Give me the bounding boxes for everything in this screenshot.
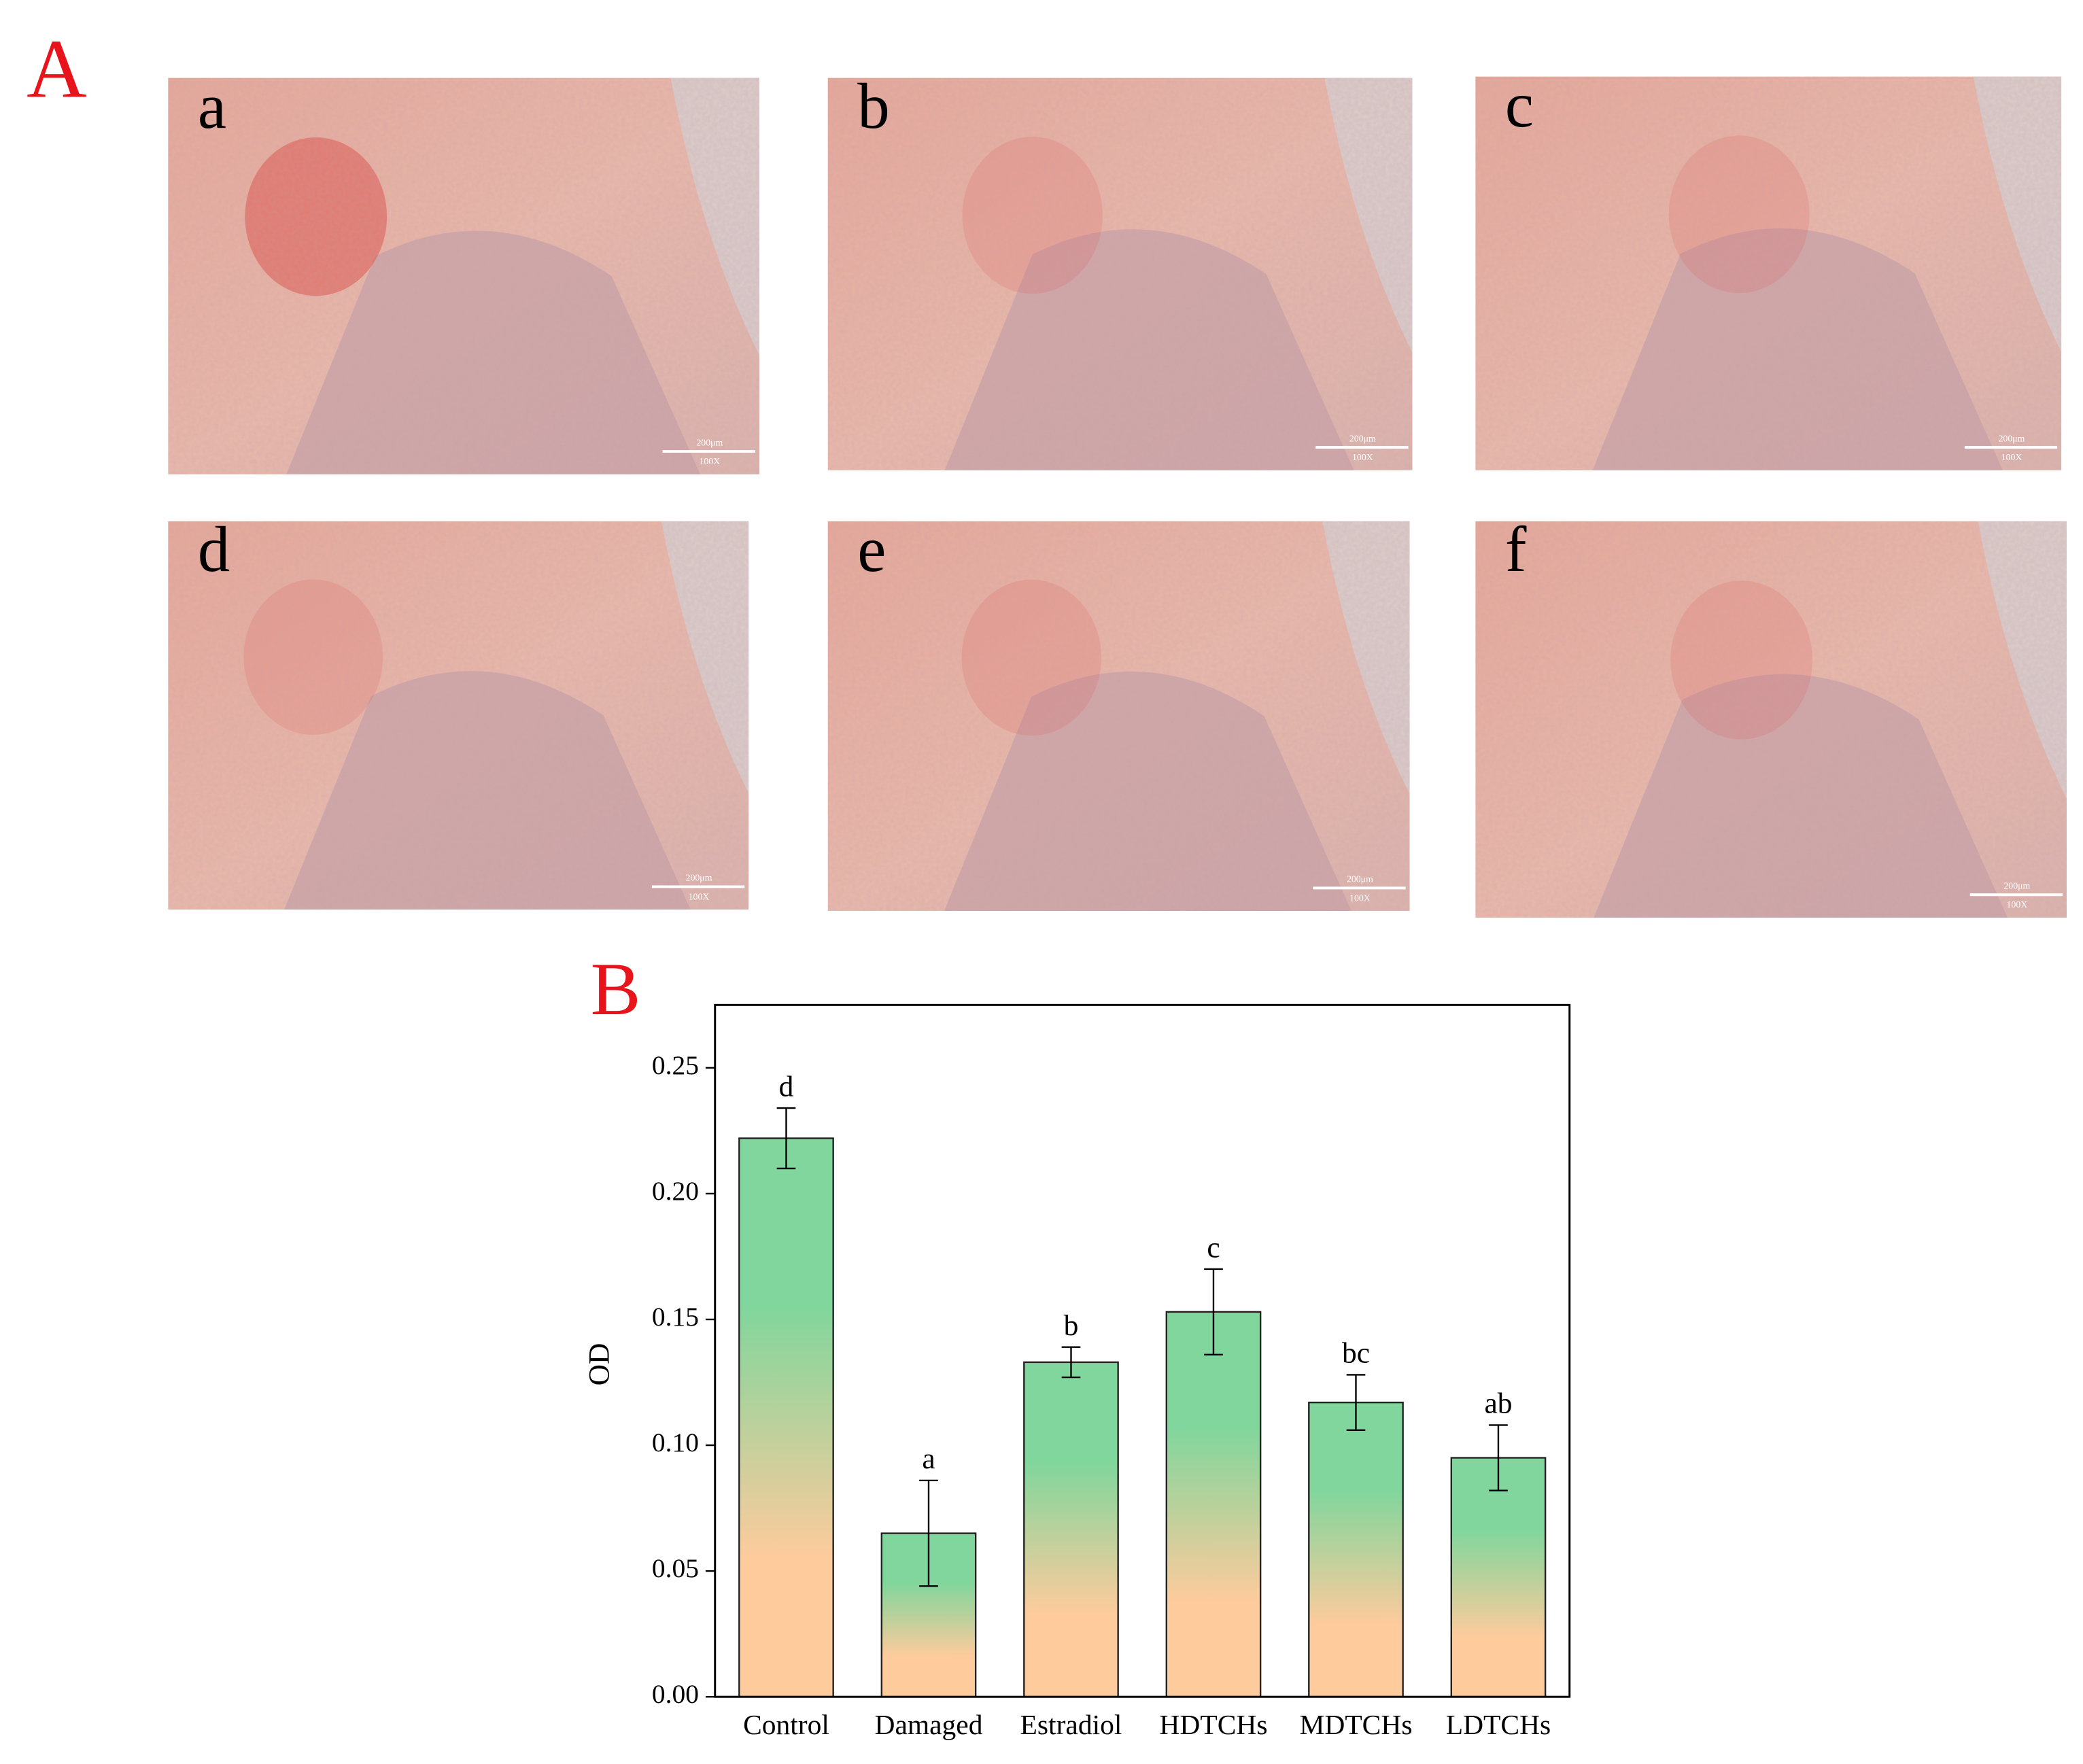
significance-letter: c [1207,1231,1220,1264]
y-tick-label: 0.25 [652,1050,699,1080]
scale-text: 200μm [1347,874,1373,884]
texture [168,77,759,474]
micrograph-label: a [198,70,226,142]
scale-text: 200μm [1349,433,1376,443]
x-tick-label: Damaged [874,1709,982,1740]
magnification: 100X [2006,899,2027,910]
scale-text: 200μm [2003,881,2030,891]
error-bar [776,1107,796,1170]
error-bar [1346,1374,1366,1432]
bar [1165,1311,1262,1698]
x-tick-label: Estradiol [1020,1709,1122,1740]
micrograph: a 200μm 100X [168,70,759,474]
x-tick-label: LDTCHs [1446,1709,1551,1740]
magnification: 100X [1349,893,1371,903]
micrograph: c 200μm 100X [1475,69,2062,470]
micrograph: f 200μm 100X [1475,513,2067,918]
texture [168,521,749,910]
micrograph: e 200μm 100X [827,513,1410,911]
bar [738,1137,834,1698]
x-tick-label: MDTCHs [1299,1709,1412,1740]
panel-label: B [591,947,641,1031]
scale-text: 200μm [696,437,723,447]
panel-label: A [27,23,86,116]
texture [827,521,1410,911]
y-axis-label: OD [583,1343,616,1386]
x-tick-label: Control [743,1709,829,1740]
micrograph-label: e [857,513,886,585]
plot-frame [714,1003,1571,1698]
magnification: 100X [2001,452,2022,462]
magnification: 100X [689,891,710,901]
error-bar [1489,1424,1508,1491]
scale-text: 200μm [1998,433,2025,443]
significance-letter: a [922,1442,935,1475]
bar [1450,1457,1547,1698]
scale-text: 200μm [686,873,712,883]
bar [1023,1361,1119,1698]
micrograph-label: b [857,70,889,142]
micrograph: d 200μm 100X [168,513,749,910]
bar [880,1532,977,1698]
y-tick-label: 0.10 [652,1428,699,1457]
error-bar [1061,1346,1081,1379]
magnification: 100X [699,456,720,466]
x-tick-label: HDTCHs [1159,1709,1267,1740]
texture [1475,521,2067,918]
micrograph: b 200μm 100X [827,70,1413,470]
error-bar [919,1479,938,1587]
y-tick-label: 0.20 [652,1176,699,1206]
y-tick-label: 0.05 [652,1553,699,1583]
bar [1308,1401,1404,1698]
micrograph-label: d [198,513,230,585]
texture [827,77,1413,470]
magnification: 100X [1352,452,1373,462]
micrograph-label: c [1505,69,1534,141]
significance-letter: ab [1484,1387,1512,1420]
error-bar [1204,1268,1223,1355]
micrograph-label: f [1505,513,1527,585]
texture [1475,76,2062,470]
significance-letter: bc [1342,1337,1370,1370]
significance-letter: b [1064,1309,1079,1342]
y-tick-label: 0.15 [652,1302,699,1332]
significance-letter: d [779,1070,794,1103]
y-tick-label: 0.00 [652,1679,699,1709]
